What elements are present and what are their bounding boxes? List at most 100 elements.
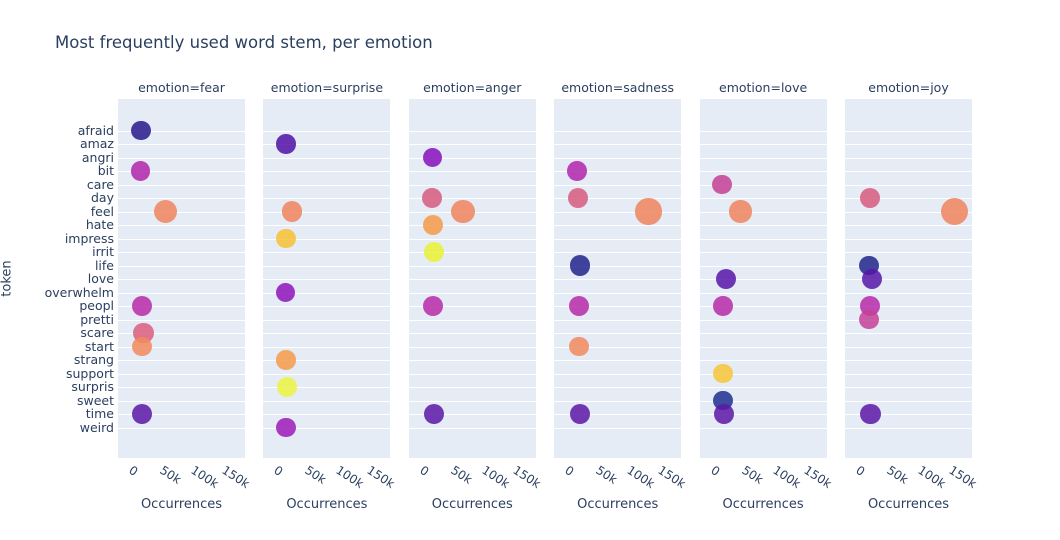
- data-point-love[interactable]: [861, 268, 883, 290]
- data-point-love[interactable]: [715, 268, 736, 290]
- data-point-strang[interactable]: [276, 350, 296, 370]
- facet-title-joy: emotion=joy: [868, 80, 949, 95]
- data-point-time[interactable]: [569, 403, 590, 425]
- gridline: [845, 130, 972, 132]
- y-tick-label: surpris: [71, 379, 114, 394]
- data-point-surpris[interactable]: [277, 377, 298, 397]
- data-point-start[interactable]: [132, 336, 153, 357]
- y-tick-label: support: [66, 365, 114, 381]
- data-point-bit[interactable]: [130, 161, 151, 181]
- data-point-feel[interactable]: [281, 201, 303, 222]
- data-point-life[interactable]: [569, 255, 590, 276]
- facet-panel-love[interactable]: [699, 99, 827, 458]
- data-point-support[interactable]: [713, 363, 734, 384]
- data-point-care[interactable]: [712, 174, 732, 195]
- data-point-day[interactable]: [422, 188, 442, 208]
- data-point-feel[interactable]: [729, 200, 752, 223]
- gridline: [263, 346, 391, 348]
- facet-panel-fear[interactable]: [118, 99, 245, 458]
- data-point-peopl[interactable]: [423, 296, 444, 316]
- facet-panel-surprise[interactable]: [263, 99, 391, 458]
- gridline: [408, 400, 536, 402]
- gridline: [554, 238, 682, 240]
- gridline: [263, 198, 391, 199]
- data-point-peopl[interactable]: [712, 296, 733, 316]
- data-point-irrit[interactable]: [423, 241, 444, 263]
- x-tick-label: 50k: [302, 463, 330, 487]
- gridline: [554, 144, 682, 145]
- gridline: [699, 211, 827, 213]
- gridline: [845, 265, 972, 267]
- gridline: [699, 171, 827, 172]
- gridline: [845, 211, 972, 213]
- x-tick-label: 0: [707, 463, 723, 479]
- gridline: [699, 400, 827, 402]
- x-tick-label: 100k: [479, 463, 512, 492]
- x-tick-label: 150k: [800, 463, 834, 492]
- gridline: [408, 360, 536, 361]
- gridline: [699, 427, 827, 429]
- gridline: [845, 319, 972, 321]
- gridline: [263, 265, 391, 267]
- data-point-peopl[interactable]: [569, 295, 590, 317]
- gridline: [408, 279, 536, 280]
- data-point-impress[interactable]: [276, 228, 296, 249]
- gridline: [118, 184, 245, 186]
- data-point-time[interactable]: [423, 403, 444, 425]
- data-point-bit[interactable]: [567, 161, 588, 181]
- gridline: [118, 252, 245, 253]
- gridline: [699, 265, 827, 267]
- gridline: [699, 373, 827, 375]
- data-point-feel[interactable]: [154, 199, 178, 223]
- facet-panel-anger[interactable]: [408, 99, 536, 458]
- x-axis-title: Occurrences: [431, 497, 513, 512]
- data-point-feel[interactable]: [635, 198, 662, 225]
- chart-title: Most frequently used word stem, per emot…: [55, 33, 433, 52]
- data-point-time[interactable]: [132, 404, 153, 424]
- x-tick-label: 100k: [769, 463, 803, 492]
- data-point-feel[interactable]: [941, 198, 969, 225]
- gridline: [699, 225, 827, 226]
- y-tick-label: day: [91, 190, 114, 205]
- y-tick-label: amaz: [79, 136, 114, 151]
- data-point-day[interactable]: [859, 187, 880, 209]
- gridline: [554, 292, 682, 294]
- gridline: [263, 144, 391, 145]
- gridline: [118, 292, 245, 294]
- gridline: [845, 252, 972, 253]
- data-point-pretti[interactable]: [859, 309, 880, 330]
- gridline: [118, 225, 245, 226]
- data-point-weird[interactable]: [276, 417, 296, 438]
- data-point-feel[interactable]: [451, 199, 475, 224]
- data-point-time[interactable]: [713, 404, 734, 424]
- data-point-angri[interactable]: [422, 147, 443, 168]
- gridline: [554, 184, 682, 186]
- data-point-time[interactable]: [860, 403, 881, 425]
- data-point-hate[interactable]: [423, 215, 444, 235]
- gridline: [554, 346, 682, 348]
- data-point-afraid[interactable]: [131, 120, 151, 141]
- data-point-peopl[interactable]: [131, 296, 152, 316]
- facet-panel-joy[interactable]: [845, 99, 972, 458]
- data-point-day[interactable]: [567, 188, 588, 208]
- y-tick-label: feel: [90, 203, 114, 219]
- gridline: [845, 360, 972, 361]
- gridline: [118, 157, 245, 159]
- y-tick-label: hate: [85, 217, 114, 232]
- facet-panel-sadness[interactable]: [554, 99, 682, 458]
- x-tick-label: 50k: [448, 463, 475, 487]
- data-point-start[interactable]: [568, 336, 589, 357]
- gridline: [263, 333, 391, 334]
- gridline: [408, 306, 536, 307]
- facet-title-sadness: emotion=sadness: [561, 80, 675, 95]
- gridline: [118, 238, 245, 240]
- gridline: [263, 252, 391, 253]
- gridline: [408, 171, 536, 172]
- gridline: [845, 400, 972, 402]
- gridline: [699, 306, 827, 307]
- x-tick-label: 0: [853, 463, 868, 479]
- data-point-amaz[interactable]: [276, 134, 296, 154]
- data-point-overwhelm[interactable]: [275, 282, 295, 303]
- x-tick-label: 50k: [593, 463, 620, 487]
- gridline: [263, 157, 391, 159]
